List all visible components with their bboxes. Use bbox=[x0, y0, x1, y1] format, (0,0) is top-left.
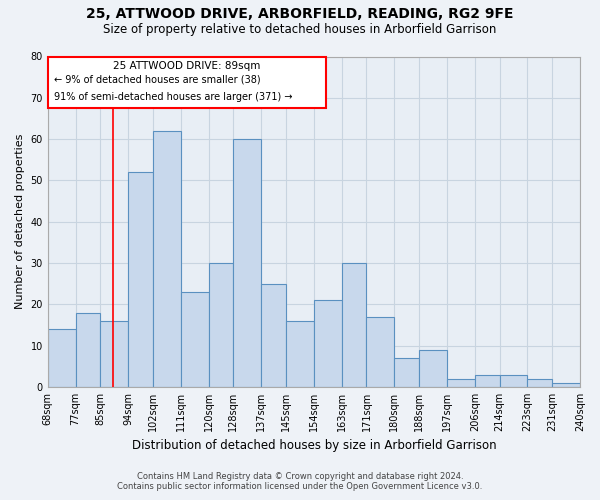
Y-axis label: Number of detached properties: Number of detached properties bbox=[15, 134, 25, 310]
Text: Contains HM Land Registry data © Crown copyright and database right 2024.: Contains HM Land Registry data © Crown c… bbox=[137, 472, 463, 481]
Bar bbox=[367, 316, 394, 387]
Bar bbox=[419, 350, 447, 387]
Bar bbox=[153, 131, 181, 387]
Bar bbox=[233, 139, 261, 387]
X-axis label: Distribution of detached houses by size in Arborfield Garrison: Distribution of detached houses by size … bbox=[131, 440, 496, 452]
Text: 25, ATTWOOD DRIVE, ARBORFIELD, READING, RG2 9FE: 25, ATTWOOD DRIVE, ARBORFIELD, READING, … bbox=[86, 8, 514, 22]
Bar bbox=[100, 321, 128, 387]
Bar bbox=[128, 172, 153, 387]
Bar bbox=[475, 374, 500, 387]
Bar bbox=[76, 312, 100, 387]
Text: Contains public sector information licensed under the Open Government Licence v3: Contains public sector information licen… bbox=[118, 482, 482, 491]
Bar bbox=[286, 321, 314, 387]
Bar bbox=[181, 292, 209, 387]
Bar bbox=[342, 263, 367, 387]
Text: 25 ATTWOOD DRIVE: 89sqm: 25 ATTWOOD DRIVE: 89sqm bbox=[113, 61, 261, 71]
Text: ← 9% of detached houses are smaller (38): ← 9% of detached houses are smaller (38) bbox=[54, 74, 260, 85]
Bar bbox=[500, 374, 527, 387]
Bar bbox=[48, 329, 76, 387]
Text: 91% of semi-detached houses are larger (371) →: 91% of semi-detached houses are larger (… bbox=[54, 92, 292, 102]
Bar bbox=[261, 284, 286, 387]
Bar bbox=[552, 383, 580, 387]
Bar bbox=[394, 358, 419, 387]
Bar bbox=[527, 378, 552, 387]
Bar bbox=[209, 263, 233, 387]
Bar bbox=[314, 300, 342, 387]
Text: Size of property relative to detached houses in Arborfield Garrison: Size of property relative to detached ho… bbox=[103, 22, 497, 36]
Bar bbox=[447, 378, 475, 387]
